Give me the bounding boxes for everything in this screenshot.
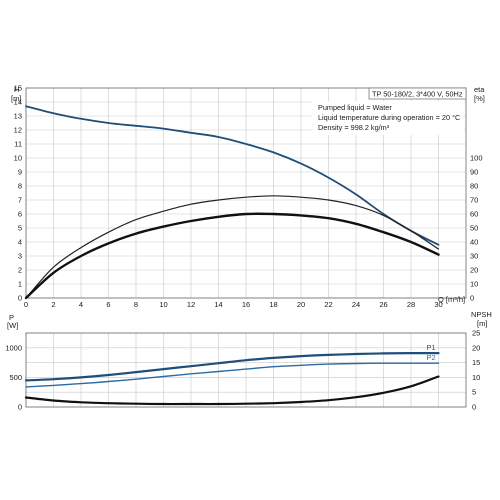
flow-tick-label: 6 — [106, 300, 110, 309]
power-frame — [25, 332, 467, 408]
head-tick-label: 2 — [18, 266, 22, 275]
eta-tick-label: 60 — [470, 210, 478, 219]
performance-curves — [24, 105, 440, 300]
eta-axis-symbol: eta — [474, 85, 485, 94]
npsh-tick-label: 15 — [472, 358, 480, 367]
flow-tick-label: 14 — [214, 300, 222, 309]
power-axis-unit: [W] — [7, 321, 18, 330]
performance-ticks: 0 2 4 6 8 10 12 14 16 18 20 22 24 26 28 300123456789101… — [14, 84, 483, 310]
flow-tick-label: 22 — [324, 300, 332, 309]
flow-tick-label: 16 — [242, 300, 250, 309]
flow-tick-label: 4 — [79, 300, 83, 309]
head-tick-label: 9 — [18, 168, 22, 177]
info-line-temperature: Liquid temperature during operation = 20… — [318, 113, 460, 122]
eta-axis-unit: [%] — [474, 94, 485, 103]
eta-tick-label: 10 — [470, 280, 478, 289]
eta-tick-label: 30 — [470, 252, 478, 261]
npsh-tick-label: 0 — [472, 403, 476, 412]
head-tick-label: 13 — [14, 112, 22, 121]
head-tick-label: 10 — [14, 154, 22, 163]
head-tick-label: 15 — [14, 84, 22, 93]
flow-tick-label: 18 — [269, 300, 277, 309]
flow-tick-label: 28 — [407, 300, 415, 309]
p2-curve — [25, 362, 440, 388]
chart-title: TP 50-180/2, 3*400 V, 50Hz — [372, 90, 463, 99]
power-tick-label: 0 — [18, 403, 22, 412]
flow-axis-label: Q [m³/h] — [438, 295, 465, 304]
performance-frame — [25, 87, 467, 299]
flow-tick-label: 20 — [297, 300, 305, 309]
head-tick-label: 14 — [14, 98, 22, 107]
flow-tick-label: 12 — [187, 300, 195, 309]
head-tick-label: 5 — [18, 224, 22, 233]
flow-tick-label: 24 — [352, 300, 360, 309]
head-tick-label: 7 — [18, 196, 22, 205]
npsh-tick-label: 10 — [472, 373, 480, 382]
info-line-density: Density = 998.2 kg/m³ — [318, 123, 390, 132]
series-label-p2: P2 — [427, 353, 436, 362]
head-tick-label: 0 — [18, 294, 22, 303]
npsh-tick-label: 5 — [472, 388, 476, 397]
eta-tick-label: 70 — [470, 196, 478, 205]
npsh-tick-label: 20 — [472, 343, 480, 352]
eta-tick-label: 90 — [470, 168, 478, 177]
flow-tick-label: 8 — [134, 300, 138, 309]
npsh-axis-unit: [m] — [477, 319, 487, 328]
power-grid — [25, 332, 466, 408]
head-tick-label: 4 — [18, 238, 22, 247]
flow-tick-label: 2 — [51, 300, 55, 309]
head-axis-symbol: H — [14, 85, 19, 94]
npsh-curve — [24, 375, 440, 406]
info-box — [312, 101, 464, 135]
eta-curve-thin — [25, 195, 440, 299]
eta-curve-bold — [24, 212, 440, 300]
head-tick-label: 3 — [18, 252, 22, 261]
power-tick-label: 1000 — [5, 343, 22, 352]
flow-tick-label: 0 — [24, 300, 28, 309]
head-tick-label: 1 — [18, 280, 22, 289]
info-line-liquid: Pumped liquid = Water — [318, 103, 392, 112]
head-tick-label: 8 — [18, 182, 22, 191]
eta-tick-label: 80 — [470, 182, 478, 191]
power-axis-symbol: P — [9, 313, 14, 322]
eta-tick-label: 100 — [470, 154, 483, 163]
head-tick-label: 6 — [18, 210, 22, 219]
p1-curve — [24, 352, 440, 382]
npsh-tick-label: 25 — [472, 329, 480, 338]
flow-tick-label: 10 — [159, 300, 167, 309]
head-axis-unit: [m] — [11, 94, 21, 103]
title-box — [368, 87, 467, 100]
power-ticks: 0 5 10 15 20 25 0 500 1000 — [5, 329, 480, 412]
head-tick-label: 11 — [14, 140, 22, 149]
flow-tick-label: 26 — [379, 300, 387, 309]
series-label-p1: P1 — [427, 343, 436, 352]
head-curve — [25, 105, 440, 246]
head-tick-label: 12 — [14, 126, 22, 135]
eta-tick-label: 40 — [470, 238, 478, 247]
flow-tick-label: 30 — [434, 300, 442, 309]
npsh-axis-symbol: NPSH — [471, 310, 492, 319]
power-tick-label: 500 — [9, 373, 22, 382]
eta-tick-label: 20 — [470, 266, 478, 275]
eta-tick-label: 50 — [470, 224, 478, 233]
eta-tick-label: 0 — [470, 294, 474, 303]
